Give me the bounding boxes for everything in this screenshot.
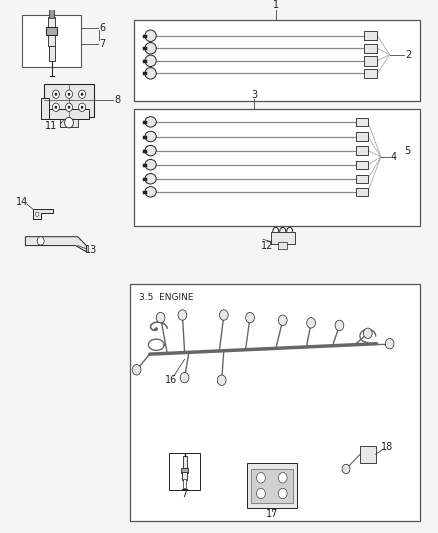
Circle shape bbox=[256, 473, 265, 483]
Text: 11: 11 bbox=[45, 120, 57, 131]
Bar bbox=[44, 84, 94, 117]
Bar bbox=[180, 467, 188, 473]
Circle shape bbox=[78, 90, 85, 99]
Circle shape bbox=[64, 117, 73, 128]
Circle shape bbox=[180, 373, 188, 383]
Circle shape bbox=[35, 212, 39, 216]
Circle shape bbox=[67, 106, 70, 109]
Circle shape bbox=[217, 375, 226, 385]
Ellipse shape bbox=[145, 117, 156, 127]
Ellipse shape bbox=[145, 30, 156, 42]
Circle shape bbox=[278, 315, 286, 326]
Circle shape bbox=[81, 93, 83, 96]
Text: 14: 14 bbox=[16, 197, 28, 207]
Circle shape bbox=[52, 90, 59, 99]
Text: 1: 1 bbox=[272, 1, 279, 11]
Bar bbox=[355, 118, 367, 126]
Ellipse shape bbox=[145, 131, 156, 142]
Text: 16: 16 bbox=[164, 375, 177, 385]
Circle shape bbox=[363, 328, 371, 338]
Circle shape bbox=[278, 488, 286, 499]
Bar bbox=[364, 56, 377, 66]
Bar bbox=[130, 284, 419, 521]
Bar bbox=[270, 232, 294, 244]
Ellipse shape bbox=[145, 159, 156, 170]
Circle shape bbox=[385, 338, 393, 349]
Bar bbox=[41, 109, 88, 119]
Ellipse shape bbox=[145, 146, 156, 156]
Bar bbox=[364, 44, 377, 53]
Circle shape bbox=[65, 103, 72, 111]
Bar bbox=[60, 116, 78, 127]
Circle shape bbox=[334, 320, 343, 330]
Circle shape bbox=[78, 103, 85, 111]
Circle shape bbox=[219, 310, 228, 320]
Text: 3.5  ENGINE: 3.5 ENGINE bbox=[138, 293, 193, 302]
Bar bbox=[364, 31, 377, 41]
Bar bbox=[355, 175, 367, 183]
Text: 17: 17 bbox=[265, 510, 277, 519]
Bar bbox=[22, 15, 81, 67]
Circle shape bbox=[54, 106, 57, 109]
Text: 5: 5 bbox=[403, 146, 409, 156]
Circle shape bbox=[256, 488, 265, 499]
Bar bbox=[49, 46, 55, 61]
Bar bbox=[355, 132, 367, 141]
Polygon shape bbox=[33, 209, 53, 220]
Bar bbox=[48, 17, 55, 46]
Circle shape bbox=[81, 106, 83, 109]
Bar bbox=[134, 20, 419, 101]
Ellipse shape bbox=[145, 43, 156, 54]
Circle shape bbox=[132, 365, 141, 375]
Bar bbox=[278, 243, 286, 249]
Text: 7: 7 bbox=[99, 38, 105, 49]
Bar bbox=[183, 479, 185, 488]
Circle shape bbox=[341, 464, 349, 474]
Circle shape bbox=[54, 93, 57, 96]
Bar bbox=[355, 147, 367, 155]
Text: 4: 4 bbox=[390, 152, 396, 162]
Bar bbox=[41, 99, 48, 119]
Ellipse shape bbox=[145, 55, 156, 67]
Circle shape bbox=[278, 473, 286, 483]
Text: 7: 7 bbox=[181, 489, 187, 498]
Bar bbox=[46, 27, 57, 35]
Text: 2: 2 bbox=[404, 50, 410, 60]
Polygon shape bbox=[25, 237, 86, 252]
Ellipse shape bbox=[145, 68, 156, 79]
Bar bbox=[134, 109, 419, 227]
Text: 8: 8 bbox=[114, 95, 120, 106]
Bar bbox=[359, 446, 375, 463]
Bar bbox=[364, 69, 377, 78]
Circle shape bbox=[306, 318, 315, 328]
Bar bbox=[251, 469, 292, 503]
Bar bbox=[182, 456, 186, 467]
Text: 6: 6 bbox=[99, 23, 105, 33]
Bar bbox=[49, 8, 54, 18]
Circle shape bbox=[245, 312, 254, 323]
Circle shape bbox=[52, 103, 59, 111]
Bar bbox=[169, 453, 200, 490]
Circle shape bbox=[65, 90, 72, 99]
Bar bbox=[246, 464, 296, 508]
Ellipse shape bbox=[145, 174, 156, 184]
Bar bbox=[181, 472, 187, 480]
Text: 3: 3 bbox=[251, 90, 257, 100]
Circle shape bbox=[178, 310, 186, 320]
Ellipse shape bbox=[145, 187, 156, 197]
Circle shape bbox=[156, 312, 165, 323]
Circle shape bbox=[37, 237, 44, 245]
Bar bbox=[355, 188, 367, 196]
Bar bbox=[355, 160, 367, 169]
Circle shape bbox=[67, 93, 70, 96]
Text: 18: 18 bbox=[381, 442, 393, 452]
Text: 13: 13 bbox=[85, 245, 97, 255]
Text: 12: 12 bbox=[261, 240, 273, 251]
